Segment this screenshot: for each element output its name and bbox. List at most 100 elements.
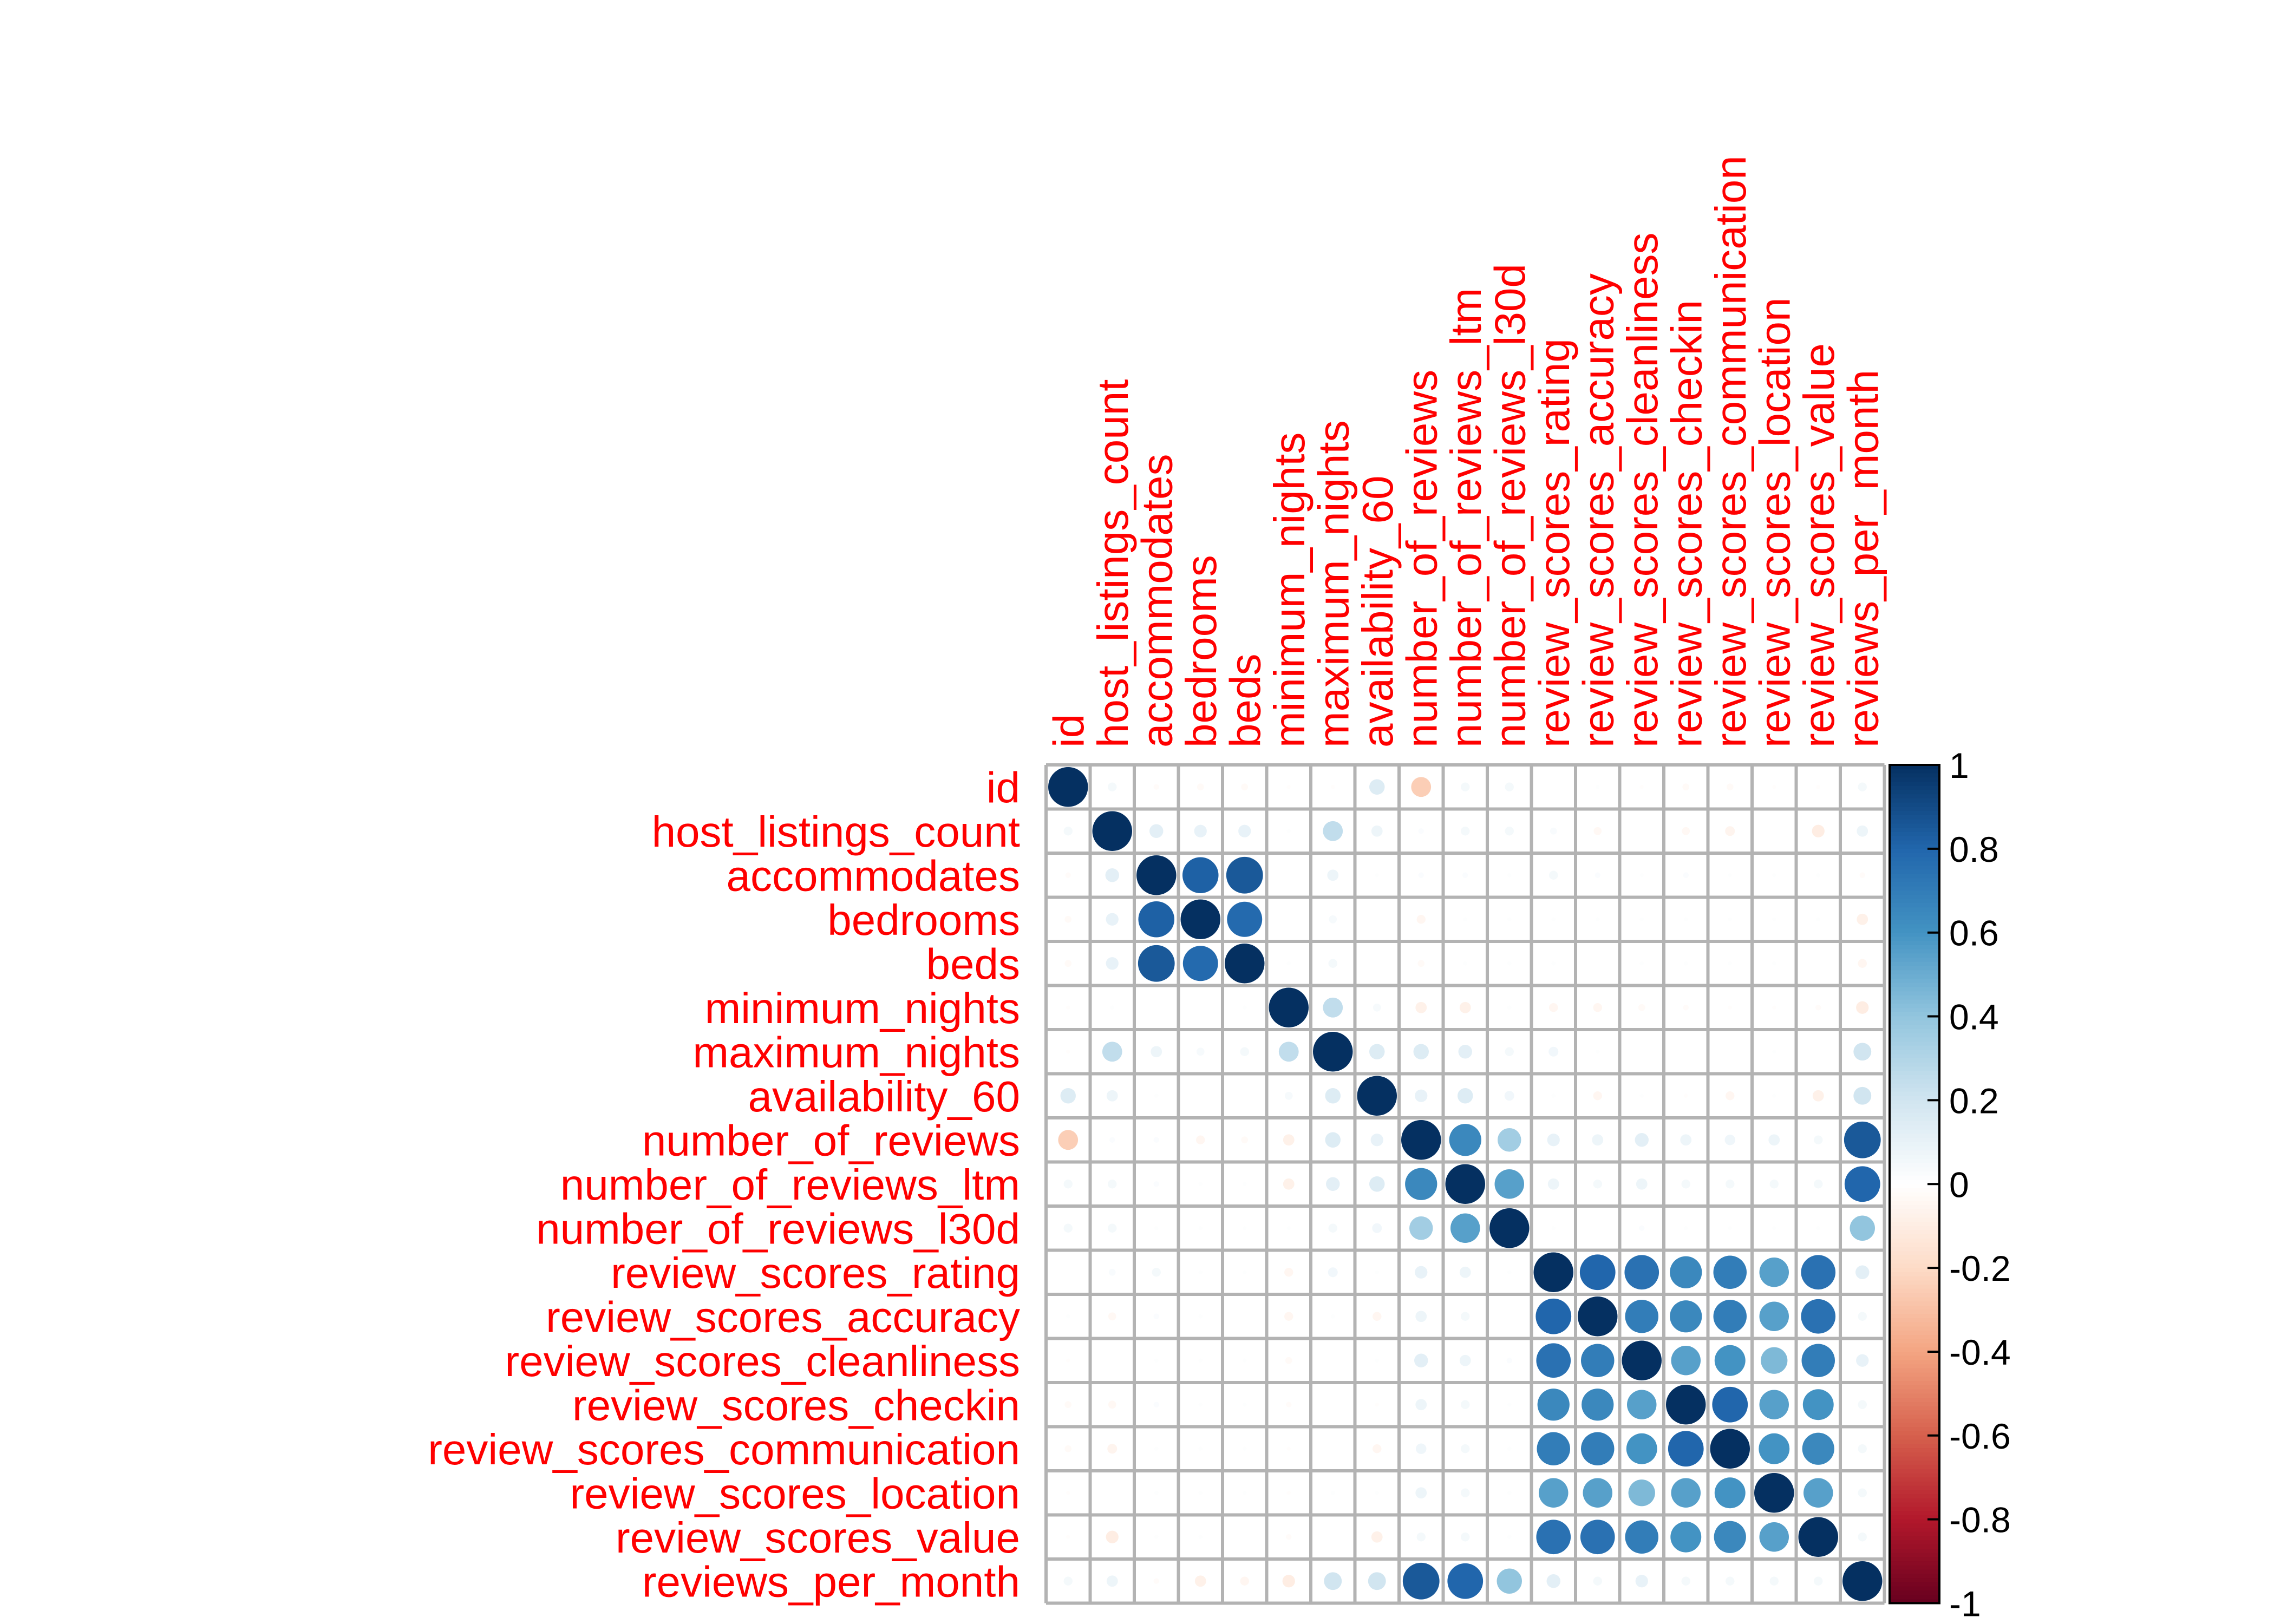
correlation-circle: [1241, 1136, 1249, 1144]
column-label: reviews_per_month: [1839, 370, 1887, 748]
correlation-circle: [1505, 782, 1514, 791]
correlation-circle: [1816, 785, 1820, 789]
correlation-circle: [1855, 1265, 1870, 1279]
correlation-circle: [1726, 1091, 1735, 1101]
correlation-circle: [1369, 1176, 1385, 1192]
correlation-circle: [1772, 1093, 1776, 1098]
correlation-circle: [1858, 1488, 1867, 1497]
correlation-circle: [1682, 827, 1690, 835]
correlation-circle: [1857, 913, 1868, 925]
colorbar-swatch: [1890, 911, 1939, 916]
correlation-circle: [1243, 1270, 1247, 1274]
correlation-circle: [1551, 1226, 1556, 1230]
correlation-circle: [1194, 1575, 1206, 1587]
correlation-circle: [1417, 960, 1425, 967]
correlation-circle: [1415, 1266, 1428, 1279]
colorbar-swatch: [1890, 1247, 1939, 1252]
colorbar-swatch: [1890, 1339, 1939, 1344]
correlation-circle: [1066, 1535, 1070, 1539]
correlation-circle: [1506, 1358, 1512, 1364]
correlation-circle: [1066, 1005, 1070, 1010]
colorbar-swatch: [1890, 937, 1939, 942]
correlation-circle: [1198, 1182, 1203, 1186]
correlation-circle: [1759, 1390, 1789, 1420]
colorbar-swatch: [1890, 1213, 1939, 1219]
correlation-circle: [1547, 1134, 1560, 1147]
correlation-circle: [1154, 1358, 1159, 1363]
column-label: review_scores_location: [1751, 297, 1799, 748]
column-label: host_listings_count: [1089, 379, 1137, 748]
correlation-circle: [1416, 1443, 1427, 1454]
correlation-circle: [1596, 917, 1600, 921]
colorbar-swatch: [1890, 1561, 1939, 1566]
correlation-circle: [1596, 1050, 1600, 1054]
correlation-circle: [1357, 1076, 1397, 1116]
row-label: availability_60: [748, 1072, 1020, 1121]
correlation-circle: [1772, 873, 1776, 878]
correlation-circle: [1459, 1354, 1471, 1366]
colorbar-swatch: [1890, 928, 1939, 933]
correlation-circle: [1066, 1358, 1070, 1363]
colorbar-swatch: [1890, 1531, 1939, 1537]
colorbar-swatch: [1890, 1456, 1939, 1462]
colorbar-swatch: [1890, 1150, 1939, 1156]
correlation-circle: [1461, 1533, 1470, 1542]
correlation-circle: [1154, 1491, 1159, 1495]
correlation-circle: [1536, 1343, 1571, 1378]
colorbar-swatch: [1890, 1469, 1939, 1474]
correlation-circle: [1092, 811, 1132, 851]
correlation-circle: [1375, 873, 1379, 878]
correlation-circle: [1405, 1168, 1437, 1200]
correlation-circle: [1450, 1213, 1480, 1243]
correlation-circle: [1461, 1312, 1470, 1321]
colorbar-swatch: [1890, 1129, 1939, 1135]
correlation-circle: [1772, 917, 1776, 921]
correlation-circle: [1635, 1133, 1649, 1147]
correlation-circle: [1497, 1568, 1522, 1594]
correlation-circle: [1801, 1299, 1836, 1334]
correlation-circle: [1198, 1226, 1203, 1230]
correlation-circle: [1725, 826, 1735, 836]
colorbar-swatch: [1890, 1398, 1939, 1403]
correlation-circle: [1282, 1575, 1295, 1588]
correlation-circle: [1284, 1268, 1293, 1277]
correlation-circle: [1801, 1255, 1836, 1290]
colorbar-swatch: [1890, 1360, 1939, 1365]
colorbar-swatch: [1890, 1158, 1939, 1164]
colorbar-swatch: [1890, 1515, 1939, 1520]
colorbar-swatch: [1890, 1184, 1939, 1189]
colorbar-tick-label: -0.2: [1949, 1248, 2011, 1288]
correlation-circle: [1066, 1491, 1070, 1495]
colorbar-swatch: [1890, 1481, 1939, 1487]
correlation-circle: [1368, 1572, 1386, 1590]
correlation-circle: [1196, 1047, 1205, 1056]
colorbar-swatch: [1890, 966, 1939, 971]
colorbar-swatch: [1890, 1343, 1939, 1348]
colorbar-swatch: [1890, 1418, 1939, 1424]
colorbar-swatch: [1890, 1318, 1939, 1323]
row-label: review_scores_cleanliness: [505, 1337, 1020, 1385]
correlation-circle: [1243, 1182, 1247, 1186]
colorbar-swatch: [1890, 769, 1939, 774]
correlation-circle: [1369, 779, 1385, 795]
correlation-circle: [1802, 1432, 1834, 1465]
correlation-circle: [1328, 1267, 1338, 1278]
correlation-circle: [1812, 824, 1825, 837]
colorbar-tick-label: 0.8: [1949, 829, 1999, 869]
correlation-circle: [1418, 872, 1424, 878]
correlation-circle: [1331, 1491, 1335, 1495]
correlation-circle: [1578, 1296, 1618, 1337]
correlation-circle: [1549, 1003, 1558, 1012]
correlation-circle: [1842, 1561, 1883, 1601]
correlation-circle: [1772, 785, 1776, 789]
colorbar-swatch: [1890, 890, 1939, 896]
colorbar-swatch: [1890, 1490, 1939, 1495]
colorbar-swatch: [1890, 1569, 1939, 1575]
column-label: number_of_reviews_l30d: [1486, 264, 1534, 748]
correlation-circle: [1414, 1353, 1428, 1367]
correlation-circle: [1859, 872, 1865, 878]
colorbar-swatch: [1890, 1381, 1939, 1386]
column-label: review_scores_value: [1795, 343, 1843, 748]
correlation-circle: [1152, 1268, 1161, 1277]
